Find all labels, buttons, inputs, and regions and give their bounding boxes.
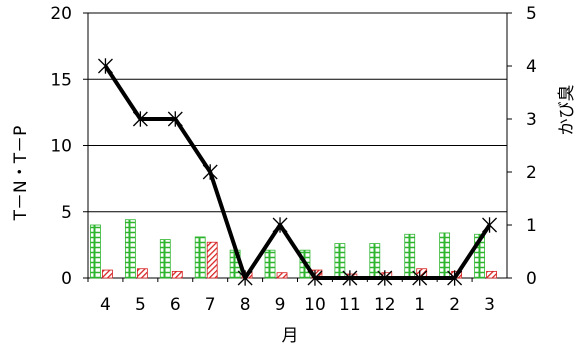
- bar-series2-3: [486, 270, 497, 279]
- x-tick-label: 9: [275, 295, 286, 315]
- x-axis-title: 月: [282, 326, 299, 346]
- bar-series1-9: [264, 249, 276, 279]
- line-kabi-shu: [103, 64, 492, 280]
- line-series: [97, 58, 498, 286]
- marker-point-5: [132, 111, 148, 127]
- marker-point-9: [272, 217, 288, 233]
- y-axis-right-title: かび臭: [557, 85, 577, 136]
- marker-point-1: [412, 270, 428, 286]
- right-tick-label: 0: [526, 269, 537, 289]
- y-axis-left-title: T－N・T－P: [11, 126, 31, 222]
- bar-series2-4: [102, 269, 113, 279]
- bar-series1-7: [194, 236, 206, 279]
- marker-point-4: [97, 58, 113, 74]
- bar-series1-3: [474, 233, 485, 279]
- left-axis-ticks: 0 5 10 15 20: [50, 4, 88, 289]
- marker-point-3: [482, 217, 498, 233]
- marker-point-12: [377, 270, 393, 286]
- x-tick-label: 4: [100, 295, 111, 315]
- right-tick-label: 4: [526, 57, 537, 77]
- right-tick-label: 1: [526, 216, 537, 236]
- left-tick-label: 10: [50, 137, 72, 157]
- marker-point-11: [342, 270, 358, 286]
- right-tick-label: 5: [526, 4, 537, 24]
- x-tick-label: 3: [484, 295, 495, 315]
- left-tick-label: 0: [61, 269, 72, 289]
- bar-series1-4: [90, 224, 101, 279]
- left-tick-label: 15: [50, 70, 72, 90]
- bar-series1-11: [334, 243, 346, 279]
- x-tick-label: 12: [374, 295, 396, 315]
- marker-point-8: [237, 270, 253, 286]
- gridlines: [88, 78, 507, 213]
- bar-series1-12: [369, 243, 381, 279]
- x-tick-label: 8: [240, 295, 251, 315]
- x-tick-label: 7: [205, 295, 216, 315]
- x-tick-label: 10: [304, 295, 326, 315]
- bar-series2-9: [276, 272, 288, 279]
- bar-series1-5: [124, 219, 136, 279]
- x-tick-label: 6: [170, 295, 181, 315]
- x-tick-label: 1: [414, 295, 425, 315]
- bar-series2-6: [171, 270, 183, 279]
- marker-point-7: [202, 164, 218, 180]
- marker-point-6: [167, 111, 183, 127]
- x-tick-label: 2: [449, 295, 460, 315]
- bar-series2-5: [136, 268, 148, 279]
- x-axis-ticks: 4 5 6 7 8 9 10 11 12 1 2 3: [87, 278, 495, 315]
- marker-point-2: [447, 270, 463, 286]
- right-axis-ticks: 0 1 2 3 4 5: [507, 4, 537, 289]
- left-tick-label: 20: [50, 4, 72, 24]
- x-tick-label: 11: [339, 295, 361, 315]
- right-tick-label: 3: [526, 110, 537, 130]
- bar-series1-6: [159, 239, 171, 279]
- marker-point-10: [307, 270, 323, 286]
- bar-series2-7: [206, 241, 218, 279]
- x-tick-label: 5: [135, 295, 146, 315]
- right-tick-label: 2: [526, 163, 537, 183]
- left-tick-label: 5: [61, 203, 72, 223]
